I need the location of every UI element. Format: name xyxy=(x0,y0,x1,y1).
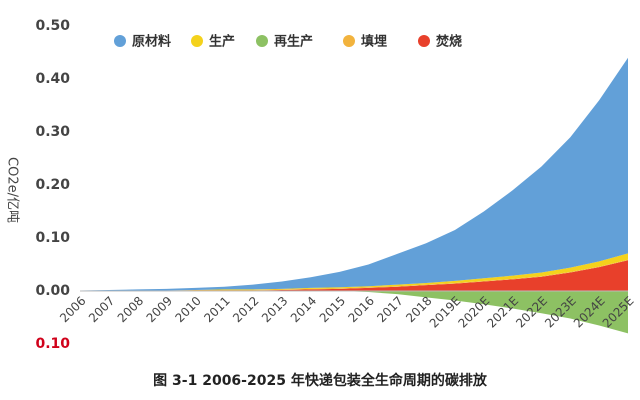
x-tick-label: 2017 xyxy=(374,294,405,325)
legend-item: 生产 xyxy=(191,34,235,50)
area xyxy=(80,57,628,291)
legend-label: 生产 xyxy=(209,34,235,50)
x-tick-label: 2011 xyxy=(201,294,232,325)
x-tick-label: 2013 xyxy=(259,294,290,325)
legend-item: 原材料 xyxy=(114,34,171,50)
legend-item: 填埋 xyxy=(343,34,387,50)
y-tick-label: 0.00 xyxy=(35,283,70,299)
y-tick-label: 0.10 xyxy=(35,230,70,246)
x-tick-label: 2012 xyxy=(230,294,261,325)
x-tick-label: 2015 xyxy=(317,294,348,325)
area xyxy=(80,291,628,334)
legend-swatch xyxy=(114,35,126,47)
x-tick-label: 2008 xyxy=(115,294,146,325)
legend-label: 填埋 xyxy=(361,34,387,50)
legend-label: 原材料 xyxy=(132,34,171,50)
y-tick-label: 0.10 xyxy=(35,336,70,352)
legend-item: 再生产 xyxy=(256,34,313,50)
y-tick-label: 0.50 xyxy=(35,18,70,34)
x-tick-label: 2010 xyxy=(172,294,203,325)
x-tick-label: 2009 xyxy=(144,294,175,325)
area xyxy=(80,260,628,291)
y-axis-label: CO2e/亿吨 xyxy=(5,157,20,223)
legend-label: 再生产 xyxy=(274,34,313,50)
y-tick-label: 0.40 xyxy=(35,71,70,87)
y-tick-label: 0.20 xyxy=(35,177,70,193)
x-tick-label: 2007 xyxy=(86,294,117,325)
legend-swatch xyxy=(418,35,430,47)
x-tick-label: 2014 xyxy=(288,294,319,325)
x-tick-label: 2016 xyxy=(346,294,377,325)
legend-label: 焚烧 xyxy=(435,34,462,50)
chart-title: 图 3-1 2006-2025 年快递包装全生命周期的碳排放 xyxy=(153,372,488,389)
legend-swatch xyxy=(191,35,203,47)
legend-swatch xyxy=(256,35,268,47)
y-tick-label: 0.30 xyxy=(35,124,70,140)
legend-item: 焚烧 xyxy=(418,34,462,50)
legend-swatch xyxy=(343,35,355,47)
